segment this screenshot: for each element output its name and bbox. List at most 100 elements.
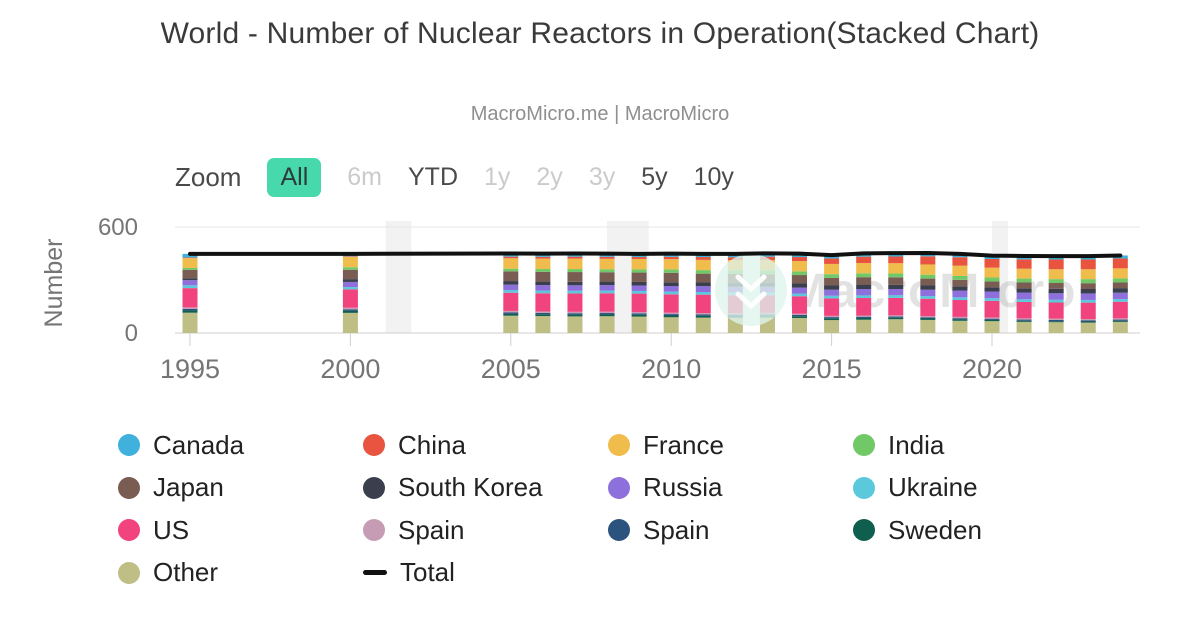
bar-segment (599, 272, 615, 282)
bar-segment (824, 274, 840, 278)
legend-item-sweden[interactable]: Sweden (853, 509, 1098, 552)
zoom-button-3y[interactable]: 3y (588, 162, 616, 191)
bar-segment (567, 314, 583, 317)
legend-item-total[interactable]: Total (363, 552, 608, 595)
bar-segment (695, 259, 711, 271)
bar-2017[interactable] (888, 253, 904, 333)
legend-item-canada[interactable]: Canada (118, 424, 363, 467)
zoom-button-6m[interactable]: 6m (347, 162, 382, 191)
bar-segment (952, 275, 968, 280)
x-tick-label: 2005 (481, 354, 541, 384)
bar-2009[interactable] (631, 253, 647, 333)
legend-item-us[interactable]: US (118, 509, 363, 552)
bar-segment (182, 288, 198, 308)
bar-segment (342, 307, 358, 310)
bar-1995[interactable] (182, 253, 198, 333)
bar-segment (952, 286, 968, 291)
bar-segment (535, 290, 551, 294)
legend-item-india[interactable]: India (853, 424, 1098, 467)
bar-segment (535, 256, 551, 259)
bar-segment (631, 269, 647, 273)
bar-segment (1080, 279, 1096, 284)
zoom-button-1y[interactable]: 1y (484, 162, 511, 191)
bar-segment (920, 316, 936, 318)
legend-item-japan[interactable]: Japan (118, 467, 363, 510)
legend-item-spain-2[interactable]: Spain (608, 509, 853, 552)
bar-2023[interactable] (1080, 256, 1096, 333)
bar-segment (1112, 292, 1128, 300)
bar-2008[interactable] (599, 253, 615, 333)
bar-segment (792, 287, 808, 294)
bar-2006[interactable] (535, 253, 551, 333)
bar-segment (599, 316, 615, 333)
bar-segment (1080, 319, 1096, 321)
bar-segment (888, 315, 904, 317)
bar-segment (503, 258, 519, 269)
bar-2011[interactable] (695, 253, 711, 333)
bar-segment (503, 281, 519, 285)
bar-segment (1016, 299, 1032, 302)
legend-label: Spain (643, 514, 710, 545)
legend-label: Total (400, 557, 455, 588)
bar-2016[interactable] (856, 253, 872, 333)
legend-label: Russia (643, 472, 723, 503)
chart-canvas[interactable]: 1995200020052010201520200600NumberMacroM… (0, 215, 1200, 405)
bar-segment (1112, 318, 1128, 320)
watermark-logo-chevron-icon (735, 274, 767, 293)
bar-2014[interactable] (792, 253, 808, 333)
bar-segment (888, 295, 904, 298)
bar-segment (920, 274, 936, 279)
bar-segment (952, 279, 968, 287)
bar-2024[interactable] (1112, 255, 1128, 333)
bar-segment (535, 311, 551, 313)
legend-label: Japan (153, 472, 224, 503)
bar-2000[interactable] (342, 253, 358, 333)
zoom-button-all[interactable]: All (267, 157, 322, 197)
zoom-button-10y[interactable]: 10y (693, 162, 734, 191)
bar-segment (567, 316, 583, 333)
bar-segment (567, 285, 583, 291)
bar-2007[interactable] (567, 253, 583, 334)
bar-segment (952, 319, 968, 321)
legend-item-china[interactable]: China (363, 424, 608, 467)
bar-segment (1016, 259, 1032, 269)
bar-segment (856, 316, 872, 318)
bar-segment (824, 289, 840, 296)
bar-segment (631, 272, 647, 282)
bar-segment (984, 319, 1000, 322)
bar-2022[interactable] (1048, 256, 1064, 333)
bar-segment (1112, 301, 1128, 319)
bar-2018[interactable] (920, 252, 936, 333)
bar-segment (1080, 302, 1096, 320)
bar-segment (182, 312, 198, 333)
bar-2019[interactable] (952, 253, 968, 333)
bar-2015[interactable] (824, 255, 840, 333)
bar-segment (952, 265, 968, 276)
bar-2021[interactable] (1016, 255, 1032, 333)
bar-segment (663, 317, 679, 333)
zoom-button-ytd[interactable]: YTD (408, 162, 458, 191)
bar-2010[interactable] (663, 253, 679, 333)
watermark-logo-chevron-icon (735, 291, 767, 310)
bar-segment (920, 298, 936, 317)
bar-segment (695, 315, 711, 318)
bar-segment (888, 273, 904, 278)
bar-2020[interactable] (984, 255, 1000, 333)
bar-segment (1048, 302, 1064, 319)
zoom-button-2y[interactable]: 2y (536, 162, 563, 191)
bar-segment (695, 282, 711, 287)
legend-item-spain[interactable]: Spain (363, 509, 608, 552)
legend-item-france[interactable]: France (608, 424, 853, 467)
legend-label: Other (153, 557, 219, 588)
bar-segment (856, 273, 872, 278)
legend-item-other[interactable]: Other (118, 552, 363, 595)
legend-item-ukraine[interactable]: Ukraine (853, 467, 1098, 510)
bar-segment (503, 292, 519, 311)
zoom-button-5y[interactable]: 5y (641, 162, 668, 191)
legend-item-russia[interactable]: Russia (608, 467, 853, 510)
legend-item-south-korea[interactable]: South Korea (363, 467, 608, 510)
bar-2005[interactable] (503, 253, 519, 334)
total-line[interactable] (188, 250, 1123, 259)
bar-segment (663, 269, 679, 273)
bar-segment (663, 272, 679, 283)
